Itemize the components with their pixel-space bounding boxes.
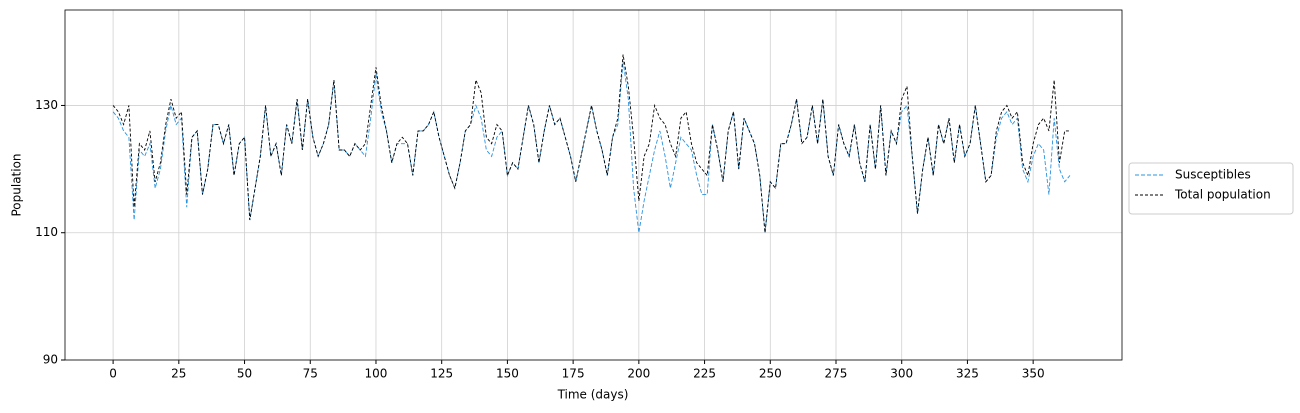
x-tick-label: 125 <box>430 367 453 381</box>
x-axis-label: Time (days) <box>557 388 629 402</box>
x-tick-label: 275 <box>825 367 848 381</box>
series-line <box>112 60 1071 233</box>
x-tick-label: 0 <box>109 367 117 381</box>
y-axis-label: Population <box>10 153 24 216</box>
x-tick-label: 250 <box>759 367 782 381</box>
x-tick-label: 300 <box>890 367 913 381</box>
x-tick-label: 75 <box>303 367 318 381</box>
x-tick-label: 200 <box>627 367 650 381</box>
legend-label: Total population <box>1174 188 1271 202</box>
x-tick-label: 325 <box>956 367 979 381</box>
y-tick-label: 110 <box>35 225 58 239</box>
x-tick-label: 350 <box>1022 367 1045 381</box>
x-tick-label: 225 <box>693 367 716 381</box>
x-tick-label: 25 <box>171 367 186 381</box>
x-tick-label: 150 <box>496 367 519 381</box>
x-tick-label: 175 <box>562 367 585 381</box>
y-tick-label: 90 <box>43 353 58 367</box>
series-line <box>112 54 1070 233</box>
x-tick-label: 100 <box>365 367 388 381</box>
y-tick-label: 130 <box>35 98 58 112</box>
x-tick-label: 50 <box>237 367 252 381</box>
plot-frame <box>64 9 1123 361</box>
legend-box <box>1128 162 1294 215</box>
legend-label: Susceptibles <box>1175 168 1251 182</box>
